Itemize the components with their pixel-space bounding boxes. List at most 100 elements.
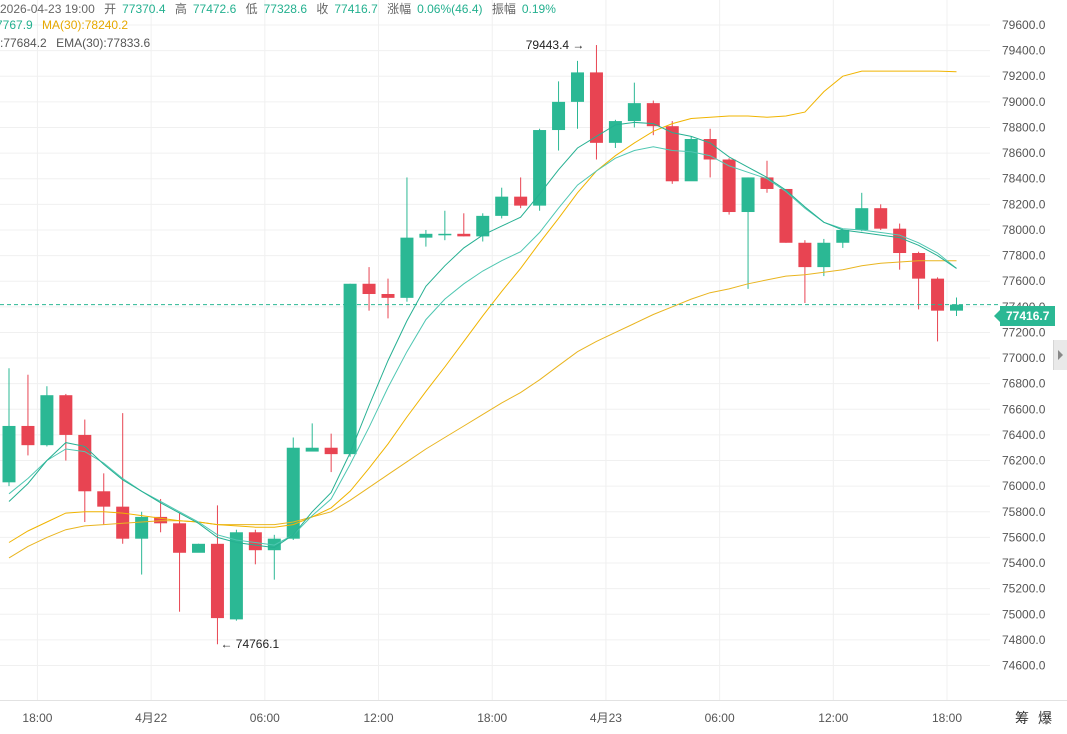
x-tick-label: 4月23 (590, 711, 622, 725)
y-tick-label: 78400.0 (1002, 172, 1046, 186)
x-tick-label: 18:00 (932, 711, 962, 725)
header-datetime: 2026-04-23 19:00 (0, 2, 95, 16)
x-tick-label: 06:00 (705, 711, 735, 725)
candle-body (514, 196, 528, 206)
header-high: 77472.6 (192, 2, 237, 16)
candle-body (798, 242, 812, 268)
chips-button[interactable]: 筹 (1015, 710, 1029, 726)
y-tick-label: 79200.0 (1002, 69, 1046, 83)
y-tick-label: 75400.0 (1002, 556, 1046, 570)
y-tick-label: 75000.0 (1002, 607, 1046, 621)
ma30-line (8, 70, 957, 543)
candle-body (722, 159, 736, 213)
x-tick-label: 18:00 (22, 711, 52, 725)
ema-short-value: :77684.2 (0, 36, 47, 50)
ma30-label: MA(30):78240.2 (42, 18, 129, 32)
y-tick-label: 76800.0 (1002, 377, 1046, 391)
header-change-label: 涨幅 (387, 2, 412, 16)
candle-body (665, 126, 679, 182)
y-tick-label: 78800.0 (1002, 120, 1046, 134)
header-low: 77328.6 (263, 2, 307, 16)
y-tick-label: 77800.0 (1002, 249, 1046, 263)
candle-body (154, 516, 168, 524)
candle-body (324, 447, 338, 455)
y-tick-label: 76600.0 (1002, 402, 1046, 416)
y-tick-label: 78000.0 (1002, 223, 1046, 237)
candle-body (684, 139, 698, 182)
y-tick-label: 75600.0 (1002, 530, 1046, 544)
candle-body (627, 103, 641, 122)
candle-body (457, 233, 471, 237)
candle-body (2, 425, 16, 483)
candle-body (21, 425, 35, 446)
candle-body (646, 103, 660, 127)
header-close-label: 收 (316, 2, 329, 16)
candle-body (343, 283, 357, 455)
candle-body (305, 447, 319, 452)
candle-body (229, 532, 243, 620)
x-tick-label: 4月22 (135, 711, 167, 725)
candle-body (381, 294, 395, 298)
header-open-label: 开 (104, 2, 117, 16)
y-tick-label: 79000.0 (1002, 95, 1046, 109)
y-tick-label: 79400.0 (1002, 44, 1046, 58)
candle-body (571, 72, 584, 102)
candle-body (419, 233, 433, 238)
candle-body (78, 434, 92, 492)
extreme-price-annotation: 79443.4 → (526, 38, 585, 52)
candle-body (912, 253, 926, 279)
candle-body (931, 278, 945, 311)
candle-body (40, 395, 54, 446)
y-tick-label: 75800.0 (1002, 505, 1046, 519)
candle-body (855, 208, 869, 230)
candle-body (59, 395, 73, 435)
candle-body (438, 233, 452, 236)
y-tick-label: 77000.0 (1002, 351, 1046, 365)
candle-body (267, 538, 281, 551)
candle-body (476, 215, 490, 237)
candle-body (589, 72, 603, 143)
y-tick-label: 77200.0 (1002, 325, 1046, 339)
ma-short-line (8, 121, 957, 549)
candle-body (741, 177, 755, 213)
candle-body (286, 447, 300, 539)
candle-body (495, 196, 509, 216)
candle-body (97, 491, 111, 507)
ohlc-header: 2026-04-23 19:00 开 77370.4 高 77472.6 低 7732… (0, 0, 562, 17)
x-tick-label: 12:00 (364, 711, 394, 725)
header-amplitude: 0.19% (521, 2, 556, 16)
candle-body (552, 101, 566, 131)
candle-body (533, 130, 547, 206)
ema-legend: :77684.2 EMA(30):77833.6 (0, 36, 156, 50)
y-tick-label: 78200.0 (1002, 197, 1046, 211)
header-change: 0.06%(46.4) (417, 2, 483, 16)
header-amplitude-label: 振幅 (491, 2, 516, 16)
candle-body (400, 237, 414, 298)
candle-body (703, 139, 717, 160)
candle-body (248, 532, 262, 551)
x-tick-label: 12:00 (818, 711, 848, 725)
liquidation-button[interactable]: 爆 (1038, 710, 1052, 726)
y-tick-label: 76200.0 (1002, 454, 1046, 468)
ema-short-line (8, 146, 957, 546)
y-tick-label: 74600.0 (1002, 659, 1046, 673)
candle-body (192, 543, 205, 553)
y-tick-label: 76000.0 (1002, 479, 1046, 493)
candle-body (116, 506, 130, 539)
candle-body (779, 188, 793, 243)
candle-body (950, 304, 963, 311)
candle-body (362, 283, 376, 295)
current-price-tag: 77416.7 (993, 306, 1056, 326)
x-tick-label: 06:00 (250, 711, 280, 725)
y-tick-label: 76400.0 (1002, 428, 1046, 442)
expand-panel-handle[interactable] (1053, 340, 1067, 370)
ema30-label: EMA(30):77833.6 (56, 36, 151, 50)
candle-body (817, 242, 831, 268)
candle-body (836, 229, 850, 243)
x-tick-label: 18:00 (477, 711, 507, 725)
header-high-label: 高 (174, 2, 187, 16)
header-low-label: 低 (245, 2, 258, 16)
y-tick-label: 78600.0 (1002, 146, 1046, 160)
